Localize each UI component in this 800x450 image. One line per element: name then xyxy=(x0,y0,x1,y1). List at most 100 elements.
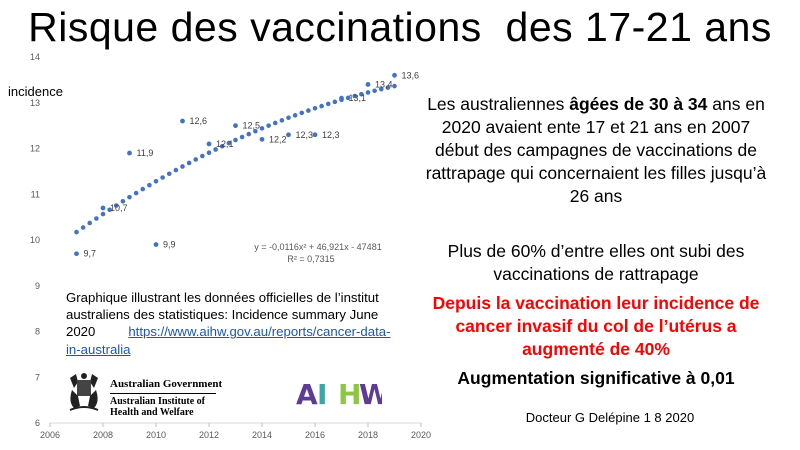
trendline-marker xyxy=(226,140,232,146)
institute-name: Australian Institute of Health and Welfa… xyxy=(110,396,206,418)
data-point xyxy=(365,82,371,87)
y-tick-label: 6 xyxy=(35,418,40,428)
trendline-marker xyxy=(306,108,311,113)
chart-caption: Graphique illustrant les données officie… xyxy=(66,289,396,358)
trendline-marker xyxy=(186,160,192,166)
trendline-marker xyxy=(100,211,106,217)
trendline-marker xyxy=(352,93,358,99)
trendline-marker xyxy=(233,137,238,143)
trendline-marker xyxy=(80,225,86,230)
data-point-label: 9,7 xyxy=(84,249,97,259)
data-point-label: 13,6 xyxy=(402,70,420,80)
logo-divider xyxy=(110,393,216,394)
trendline-marker xyxy=(160,175,165,180)
data-point xyxy=(100,205,106,211)
data-point xyxy=(206,141,212,147)
x-tick-label: 2006 xyxy=(40,430,60,440)
trendline-marker xyxy=(120,199,126,204)
data-point-label: 10,7 xyxy=(110,203,128,213)
y-tick-label: 9 xyxy=(35,281,40,291)
trendline-marker xyxy=(253,128,258,134)
data-point xyxy=(339,95,344,101)
trendline-marker xyxy=(147,182,152,188)
trendline-marker xyxy=(286,115,291,121)
x-tick-label: 2016 xyxy=(305,430,325,440)
author-signature: Docteur G Delépine 1 8 2020 xyxy=(525,410,695,425)
data-point xyxy=(259,136,265,142)
data-point xyxy=(392,72,397,78)
data-point-label: 13,1 xyxy=(349,93,367,103)
trendline-marker xyxy=(173,167,179,173)
y-tick-label: 11 xyxy=(31,189,40,199)
trendline-marker xyxy=(140,186,146,192)
trendline-marker xyxy=(266,123,271,128)
trendline-marker xyxy=(127,194,132,200)
aihw-letter: I xyxy=(317,378,327,411)
data-point xyxy=(233,123,238,129)
data-point-label: 11,9 xyxy=(137,148,154,158)
data-point-label: 13,4 xyxy=(375,79,393,89)
trendline-marker xyxy=(319,103,324,109)
trendline-marker xyxy=(378,86,384,92)
paragraph-catchup-vaccination: Plus de 60% d’entre elles ont subi des v… xyxy=(447,241,745,284)
gov-name: Australian Government xyxy=(110,378,223,390)
paragraph-incidence-increase: Depuis la vaccination leur incidence de … xyxy=(432,293,760,359)
y-axis-label: incidence xyxy=(8,84,63,99)
trendline-marker xyxy=(365,90,371,95)
slide-title: Risque des vaccinations des 17-21 ans xyxy=(28,4,772,50)
trendline-marker xyxy=(74,229,79,235)
paragraph-significance: Augmentation significative à 0,01 xyxy=(457,368,735,388)
trendline-marker xyxy=(133,190,139,196)
trendline-marker xyxy=(180,164,185,169)
x-tick-label: 2014 xyxy=(252,430,272,440)
data-point xyxy=(180,118,185,124)
x-tick-label: 2012 xyxy=(199,430,219,440)
y-tick-label: 7 xyxy=(35,372,40,382)
data-points xyxy=(74,72,397,257)
trend-equation: y = -0,0116x² + 46,921x - 47481 xyxy=(254,242,381,252)
x-axis-ticks: 2006 2008 2010 2012 2014 2016 2018 2020 xyxy=(40,423,431,440)
y-tick-label: 8 xyxy=(35,327,40,337)
x-tick-label: 2018 xyxy=(358,430,378,440)
trendline-marker xyxy=(385,85,391,90)
trendline-marker xyxy=(193,157,199,162)
trendline-marker xyxy=(299,110,305,116)
trendline-marker xyxy=(87,220,93,226)
coat-of-arms-icon xyxy=(69,373,99,411)
trendline-marker xyxy=(272,120,278,126)
y-tick-label: 12 xyxy=(30,144,40,154)
trendline-marker xyxy=(166,171,172,177)
data-point-label: 12,1 xyxy=(216,139,234,149)
paragraph-age-group: Les australiennes âgées de 30 à 34 ans e… xyxy=(425,94,767,206)
trendline xyxy=(74,83,397,235)
caption-text: Graphique illustrant les données officie… xyxy=(66,290,379,340)
data-point xyxy=(153,242,159,247)
trendline-marker xyxy=(312,105,318,111)
x-tick-label: 2010 xyxy=(146,430,166,440)
x-tick-label: 2008 xyxy=(93,430,113,440)
data-point-label: 12,2 xyxy=(269,134,287,144)
trendline-marker xyxy=(345,95,351,101)
trendline-marker xyxy=(359,91,364,97)
trendline-marker xyxy=(279,118,285,123)
y-tick-label: 14 xyxy=(30,52,40,62)
trendline-marker xyxy=(392,83,397,89)
trendline-marker xyxy=(332,99,338,105)
data-point xyxy=(312,132,318,138)
aihw-logo: A I HW xyxy=(296,378,382,411)
data-point-label: 9,9 xyxy=(163,240,176,250)
data-point-label: 12,3 xyxy=(322,130,340,140)
x-tick-label: 2020 xyxy=(411,430,431,440)
aihw-letter: W xyxy=(359,378,382,411)
data-point xyxy=(74,251,79,257)
trendline-marker xyxy=(153,178,159,184)
data-point xyxy=(286,132,291,138)
trendline-marker xyxy=(107,207,112,213)
trendline-marker xyxy=(259,126,265,131)
trendline-marker xyxy=(325,101,331,107)
data-point xyxy=(127,150,132,156)
data-point-label: 12,3 xyxy=(296,130,314,140)
trendline-marker xyxy=(206,150,212,156)
source-link[interactable]: https://www.aihw.gov.au/reports/cancer-d… xyxy=(66,324,391,357)
